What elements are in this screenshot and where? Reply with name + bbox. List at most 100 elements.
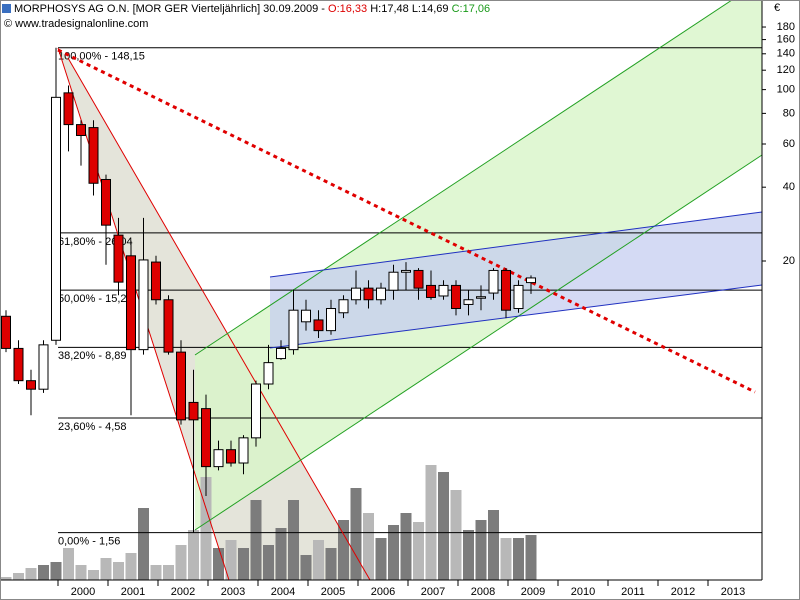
candle-body (388, 271, 399, 291)
candle-body (326, 308, 336, 332)
x-tick-label: 2001 (121, 586, 145, 598)
volume-bar (213, 548, 224, 580)
blue-channel-line (269, 211, 763, 278)
candle-body (238, 437, 249, 464)
candle-body (438, 284, 449, 297)
volume-bar (175, 545, 187, 580)
volume-bars (0, 465, 537, 580)
candle-body (126, 255, 136, 351)
candle-body (376, 287, 386, 301)
candle-body (501, 269, 511, 311)
candle-body (288, 309, 299, 351)
candle-body (176, 351, 186, 421)
candle-body (526, 277, 536, 284)
volume-bar (225, 540, 237, 580)
volume-bar (188, 530, 199, 580)
candle-body (351, 287, 361, 301)
volume-bar (425, 465, 437, 580)
volume-bar (475, 520, 487, 580)
x-tick-label: 2012 (671, 586, 695, 598)
y-tick-label: 160 (777, 33, 795, 45)
volume-bar (350, 488, 362, 580)
candle-body (201, 408, 211, 468)
volume-bar (513, 538, 524, 580)
candle-body (113, 234, 124, 283)
candles (1, 47, 536, 533)
candle-body (38, 344, 49, 390)
volume-bar (400, 513, 412, 580)
x-tick-label: 2009 (521, 586, 545, 598)
trend-lines (57, 0, 763, 581)
candle-body (251, 383, 261, 439)
header-icon (2, 4, 11, 13)
candle-body (213, 449, 224, 468)
y-tick-label: 40 (783, 181, 795, 193)
x-tick-label: 2005 (321, 586, 345, 598)
blue-channel-line (269, 284, 763, 349)
volume-bar (325, 548, 337, 580)
x-tick-label: 2011 (621, 586, 645, 598)
up-channel-line (194, 0, 733, 356)
volume-bar (150, 565, 162, 580)
candle-body (138, 259, 149, 351)
candle-body (1, 315, 11, 349)
fib-label: 50,00% - 15,22 (58, 293, 133, 305)
volume-bar (50, 562, 62, 580)
candle-body (101, 178, 111, 226)
candle-body (338, 299, 349, 314)
volume-bar (200, 477, 212, 580)
candle-body (76, 124, 86, 136)
volume-bar (263, 545, 274, 580)
candle-body (51, 96, 61, 341)
y-tick-label: 140 (777, 48, 795, 60)
volume-bar (463, 530, 474, 580)
volume-bar (88, 570, 99, 580)
candle-body (276, 347, 286, 360)
volume-bar (163, 565, 174, 580)
y-tick-label: 180 (777, 21, 795, 33)
up-channel-line (194, 154, 763, 531)
header-title: MORPHOSYS AG O.N. [MOR GER Vierteljährli… (14, 3, 490, 15)
candle-body (151, 261, 161, 301)
candle-body (451, 284, 461, 310)
header-name: MORPHOSYS AG O.N. [MOR GER Vierteljährli… (14, 3, 325, 15)
volume-bar (63, 548, 74, 580)
volume-bar (288, 500, 299, 580)
y-tick-label: 120 (777, 64, 795, 76)
dotted-trend-line (57, 48, 756, 394)
x-tick-label: 2010 (571, 586, 595, 598)
volume-bar (500, 538, 512, 580)
volume-bar (138, 508, 149, 580)
trend-fills (58, 0, 762, 580)
volume-bar (413, 522, 424, 580)
x-tick-label: 2004 (271, 586, 295, 598)
x-tick-label: 2006 (371, 586, 395, 598)
volume-bar (250, 500, 262, 580)
volume-bar (338, 520, 349, 580)
y-tick-label: 100 (777, 84, 795, 96)
fib-label: 38,20% - 8,89 (58, 350, 127, 362)
volume-bar (363, 513, 374, 580)
header: MORPHOSYS AG O.N. [MOR GER Vierteljährli… (2, 3, 490, 30)
x-tick-label: 2000 (71, 586, 95, 598)
volume-bar (488, 510, 499, 580)
volume-bar (238, 548, 249, 580)
candle-body (426, 284, 436, 298)
volume-bar (0, 577, 12, 580)
candle-body (263, 362, 274, 385)
y-tick-label: 80 (783, 107, 795, 119)
volume-bar (125, 553, 137, 580)
volume-bar (275, 528, 287, 580)
candle-body (226, 449, 236, 464)
header-close: C:17,06 (452, 3, 491, 15)
candle-body (513, 284, 524, 310)
y-tick-label: 60 (783, 138, 795, 150)
down-channel-line (67, 57, 371, 581)
fib-label: 0,00% - 1,56 (58, 536, 120, 548)
candle-body (26, 380, 36, 390)
volume-bar (13, 573, 24, 580)
header-copyright: © www.tradesignalonline.com (4, 18, 148, 30)
candle-body (413, 269, 424, 289)
x-tick-label: 2003 (221, 586, 245, 598)
